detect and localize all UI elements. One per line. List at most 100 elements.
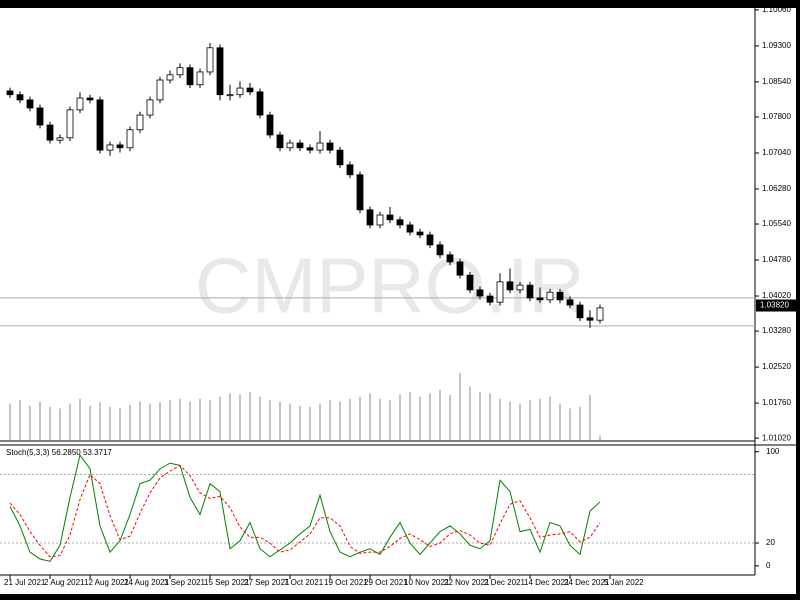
- candle-body: [86, 97, 94, 101]
- x-tick-label: 24 Dec 2021: [564, 578, 610, 587]
- candle-body: [356, 174, 364, 211]
- candle-body: [576, 304, 584, 319]
- candle-body: [136, 114, 144, 131]
- candle-body: [416, 231, 424, 236]
- candle-body: [546, 291, 554, 301]
- candle-body: [486, 295, 494, 303]
- candle-body: [266, 114, 274, 136]
- candle-body: [376, 214, 384, 226]
- x-tick-label: 10 Nov 2021: [404, 578, 450, 587]
- candle-body: [226, 94, 234, 97]
- candle-body: [446, 254, 454, 263]
- y-tick-label: 20: [766, 538, 775, 547]
- candle-body: [466, 274, 474, 291]
- candle-body: [206, 47, 214, 73]
- candle-body: [286, 142, 294, 149]
- x-tick-label: 14 Dec 2021: [524, 578, 570, 587]
- x-tick-label: 15 Sep 2021: [204, 578, 250, 587]
- y-tick-label: 1.10060: [762, 5, 791, 14]
- y-tick-label: 0: [766, 561, 771, 570]
- candle-body: [156, 79, 164, 101]
- y-tick-label: 1.03280: [762, 326, 791, 335]
- candle-body: [146, 99, 154, 116]
- x-tick-label: 27 Sep 2021: [244, 578, 290, 587]
- candle-body: [476, 289, 484, 297]
- x-tick-label: 22 Nov 2021: [444, 578, 490, 587]
- candle-body: [396, 219, 404, 226]
- candle-body: [246, 87, 254, 93]
- x-tick-label: 24 Aug 2021: [124, 578, 169, 587]
- chart-background: [0, 8, 796, 594]
- candle-body: [96, 99, 104, 151]
- x-tick-label: 21 Jul 2021: [4, 578, 46, 587]
- candle-body: [236, 87, 244, 96]
- candle-body: [296, 142, 304, 149]
- candle-body: [366, 209, 374, 226]
- candle-body: [276, 134, 284, 149]
- candle-body: [506, 281, 514, 291]
- candle-body: [406, 224, 414, 233]
- candle-body: [596, 307, 604, 321]
- candle-body: [106, 144, 114, 151]
- candle-body: [316, 142, 324, 151]
- candle-body: [426, 234, 434, 246]
- y-tick-label: 1.04020: [762, 291, 791, 300]
- x-tick-label: 7 Oct 2021: [284, 578, 324, 587]
- candle-body: [586, 317, 594, 321]
- x-tick-label: 2 Dec 2021: [484, 578, 525, 587]
- candle-body: [566, 299, 574, 306]
- y-tick-label: 1.05540: [762, 219, 791, 228]
- candle-body: [346, 164, 354, 176]
- candle-body: [166, 74, 174, 81]
- candle-body: [536, 297, 544, 301]
- x-tick-label: 3 Sep 2021: [164, 578, 205, 587]
- candle-body: [116, 144, 124, 149]
- candle-body: [46, 124, 54, 141]
- x-tick-label: 19 Oct 2021: [324, 578, 368, 587]
- y-tick-label: 1.01760: [762, 398, 791, 407]
- candle-body: [16, 94, 24, 101]
- candle-body: [306, 147, 314, 151]
- x-tick-label: 29 Oct 2021: [364, 578, 408, 587]
- candle-body: [36, 107, 44, 126]
- candle-body: [216, 47, 224, 96]
- y-tick-label: 100: [766, 447, 780, 456]
- current-price-box: [756, 299, 796, 312]
- y-tick-label: 1.08540: [762, 77, 791, 86]
- current-price-label: 1.03820: [760, 301, 789, 310]
- candle-body: [126, 129, 134, 149]
- candle-body: [186, 67, 194, 86]
- candle-body: [386, 214, 394, 221]
- candle-body: [436, 244, 444, 256]
- y-tick-label: 1.06280: [762, 184, 791, 193]
- candle-body: [496, 281, 504, 303]
- x-tick-label: 12 Aug 2021: [84, 578, 129, 587]
- candle-body: [176, 67, 184, 76]
- y-tick-label: 1.09300: [762, 41, 791, 50]
- candle-body: [196, 71, 204, 86]
- y-tick-label: 1.07040: [762, 148, 791, 157]
- candle-body: [516, 284, 524, 291]
- candle-body: [6, 90, 14, 96]
- indicator-label: Stoch(5,3,3) 56.2850 53.3717: [6, 448, 112, 457]
- y-tick-label: 1.07800: [762, 112, 791, 121]
- candle-body: [526, 284, 534, 299]
- candle-body: [26, 99, 34, 109]
- stochastic-line: [9, 464, 601, 558]
- candle-body: [256, 91, 264, 116]
- y-tick-label: 1.02520: [762, 362, 791, 371]
- candle-body: [76, 97, 84, 111]
- candle-body: [326, 142, 334, 151]
- candle-body: [556, 291, 564, 301]
- candle-body: [456, 261, 464, 276]
- candle-body: [336, 149, 344, 166]
- candle-body: [56, 137, 64, 141]
- watermark: CMPRO.IR: [195, 242, 585, 330]
- y-tick-label: 1.01020: [762, 433, 791, 442]
- x-tick-label: 2 Aug 2021: [44, 578, 85, 587]
- y-tick-label: 1.04780: [762, 255, 791, 264]
- candle-body: [66, 109, 74, 139]
- stochastic-line: [9, 453, 601, 562]
